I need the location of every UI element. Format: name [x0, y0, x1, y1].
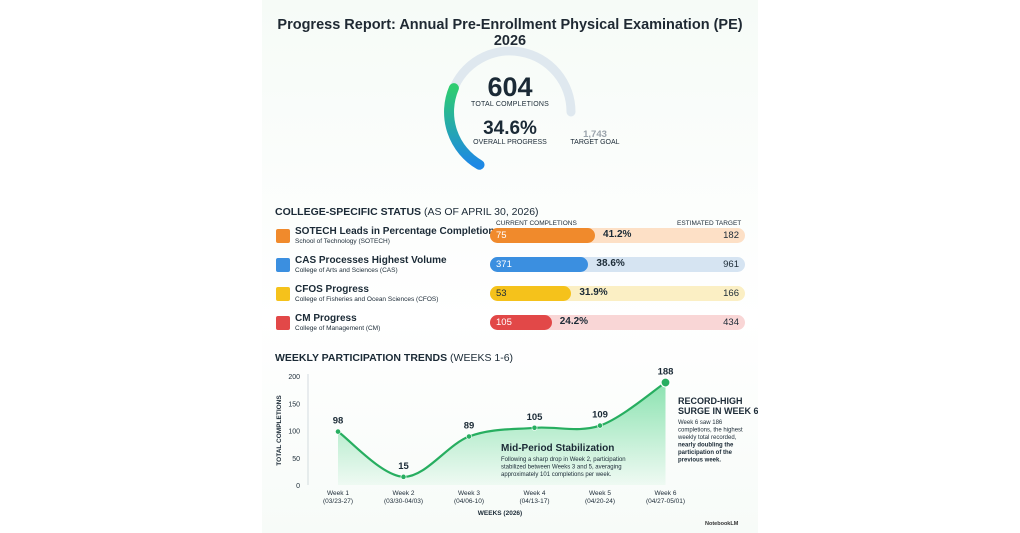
trends-section-title-main: WEEKLY PARTICIPATION TRENDS: [275, 352, 448, 364]
college-row-title: CM Progress: [295, 313, 357, 324]
target-goal-value: 1,743: [583, 129, 607, 140]
annotation-peak-line: weekly total recorded,: [677, 435, 737, 441]
annotation-peak-line: Week 6 saw 186: [678, 420, 723, 426]
college-section-title: COLLEGE-SPECIFIC STATUS (AS OF APRIL 30,…: [275, 206, 539, 218]
y-tick-label: 0: [296, 483, 300, 490]
annotation-peak-line: nearly doubling the: [678, 443, 734, 449]
trends-section-title-range: (WEEKS 1-6): [450, 352, 514, 364]
estimated-target-value: 961: [723, 259, 739, 270]
progress-bar-track: 75 41.2% 182: [490, 228, 745, 243]
annotation-peak-line: participation of the: [678, 450, 733, 456]
y-tick-label: 50: [292, 456, 300, 463]
college-section-title-date: (AS OF APRIL 30, 2026): [423, 206, 539, 218]
annotation-peak-line: previous week.: [678, 458, 721, 464]
current-completions-value: 75: [496, 230, 507, 241]
y-tick-label: 150: [288, 401, 300, 408]
estimated-target-value: 166: [723, 288, 739, 299]
progress-gauge: [444, 46, 576, 170]
x-tick-label: Week 2: [393, 490, 415, 497]
estimated-target-header: ESTIMATED TARGET: [677, 220, 742, 227]
progress-bar-fill: [490, 257, 589, 272]
college-row-title: CFOS Progress: [295, 284, 369, 295]
y-tick-label: 200: [288, 374, 300, 381]
progress-bar-fill: [490, 228, 596, 243]
page-title: Progress Report: Annual Pre-Enrollment P…: [277, 17, 743, 49]
annotation-mid-line: approximately 101 completions per week.: [501, 472, 612, 478]
color-swatch: [276, 258, 290, 272]
annotation-peak-line: completions, the highest: [678, 428, 743, 434]
progress-bar-track: 105 24.2% 434: [490, 315, 745, 330]
completion-percent: 38.6%: [596, 258, 625, 269]
x-tick-sublabel: (04/06-10): [454, 498, 484, 505]
college-row-subtitle: College of Arts and Sciences (CAS): [295, 267, 398, 274]
current-completions-value: 53: [496, 288, 507, 299]
progress-bar-fill: [490, 315, 552, 330]
completion-percent: 41.2%: [603, 229, 632, 240]
total-completions-label: TOTAL COMPLETIONS: [471, 101, 549, 108]
data-point: [597, 422, 603, 429]
trends-section-title: WEEKLY PARTICIPATION TRENDS (WEEKS 1-6): [275, 352, 513, 364]
data-point: [466, 433, 472, 440]
college-row-subtitle: College of Fisheries and Ocean Sciences …: [295, 296, 439, 303]
annotation-mid-line: Following a sharp drop in Week 2, partic…: [501, 457, 626, 463]
x-tick-sublabel: (03/30-04/03): [384, 498, 423, 505]
data-label: 188: [658, 367, 674, 378]
annotation-mid-title: Mid-Period Stabilization: [501, 443, 614, 454]
college-section-title-main: COLLEGE-SPECIFIC STATUS: [275, 206, 422, 218]
x-tick-sublabel: (03/23-27): [323, 498, 353, 505]
total-completions-value: 604: [487, 72, 533, 102]
x-tick-sublabel: (04/27-05/01): [646, 498, 685, 505]
progress-bar-track: 53 31.9% 166: [490, 286, 745, 301]
x-tick-label: Week 5: [589, 490, 611, 497]
estimated-target-value: 182: [723, 230, 739, 241]
x-tick-label: Week 1: [327, 490, 349, 497]
data-label: 89: [464, 420, 475, 431]
gauge-fill: [444, 83, 485, 170]
x-tick-label: Week 4: [524, 490, 546, 497]
weekly-trend-chart: 0 50 100 150 200 TOTAL COMPLETIONS 98 15 89 105 10…: [276, 367, 758, 517]
x-tick-sublabel: (04/13-17): [520, 498, 550, 505]
completion-percent: 31.9%: [579, 287, 608, 298]
college-row-title: SOTECH Leads in Percentage Completion: [295, 226, 495, 237]
progress-bar-track: 371 38.6% 961: [490, 257, 745, 272]
data-label: 15: [398, 461, 409, 472]
series-area: [338, 382, 666, 485]
data-point: [400, 473, 407, 480]
overall-progress-label: OVERALL PROGRESS: [473, 139, 547, 146]
annotation-peak-title: SURGE IN WEEK 6: [678, 406, 758, 416]
data-label: 109: [592, 410, 608, 421]
color-swatch: [276, 316, 290, 330]
completion-percent: 24.2%: [559, 316, 589, 327]
data-point: [531, 424, 538, 431]
college-row-subtitle: School of Technology (SOTECH): [295, 238, 390, 245]
overall-progress-value: 34.6%: [483, 118, 537, 139]
y-tick-label: 100: [288, 429, 300, 436]
watermark-text: NotebookLM: [705, 521, 739, 527]
x-tick-label: Week 3: [458, 490, 480, 497]
y-axis-label: TOTAL COMPLETIONS: [276, 395, 283, 466]
x-axis-label: WEEKS (2026): [478, 510, 522, 517]
progress-bar-fill: [490, 286, 572, 301]
data-label: 105: [527, 412, 544, 423]
data-point: [335, 428, 341, 435]
target-goal-label: TARGET GOAL: [570, 139, 620, 146]
series-line: [337, 381, 667, 478]
x-tick-label: Week 6: [655, 490, 677, 497]
color-swatch: [276, 287, 290, 301]
x-tick-sublabel: (04/20-24): [585, 498, 615, 505]
annotation-mid-line: stabilized between Weeks 3 and 5, averag…: [501, 465, 622, 471]
estimated-target-value: 434: [723, 317, 739, 328]
current-completions-value: 105: [496, 317, 512, 328]
current-completions-value: 371: [496, 259, 512, 270]
college-row-title: CAS Processes Highest Volume: [295, 255, 447, 266]
data-label: 98: [333, 416, 344, 427]
color-swatch: [276, 229, 290, 243]
college-row-subtitle: College of Management (CM): [295, 325, 381, 332]
current-completions-header: CURRENT COMPLETIONS: [496, 220, 577, 227]
annotation-peak-title: RECORD-HIGH: [678, 396, 743, 406]
data-point: [660, 377, 671, 388]
